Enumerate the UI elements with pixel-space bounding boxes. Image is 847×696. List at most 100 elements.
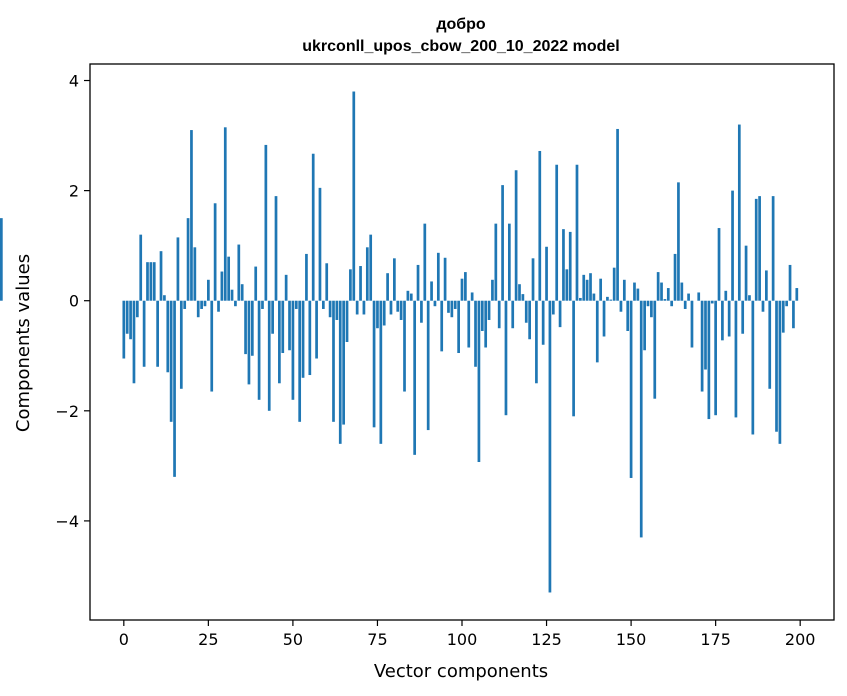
bar-component-31 xyxy=(227,256,231,301)
bar-component-147 xyxy=(619,300,623,312)
bar-component-140 xyxy=(595,300,599,363)
bar-component-38 xyxy=(250,300,254,356)
bar-component-120 xyxy=(528,300,531,340)
bar-component-94 xyxy=(440,300,444,352)
bar-component-151 xyxy=(633,282,636,301)
bar-component-30 xyxy=(223,127,227,301)
bar-component-106 xyxy=(480,300,484,331)
bar-component-81 xyxy=(396,300,400,312)
bar-component-89 xyxy=(423,223,427,301)
bar-component-91 xyxy=(430,281,433,301)
bar-component-152 xyxy=(636,288,640,301)
x-axis-label: Vector components xyxy=(374,661,548,682)
x-tick-label: 0 xyxy=(119,630,129,649)
bar-component-73 xyxy=(369,234,373,301)
bar-component-23 xyxy=(200,300,203,309)
bar-component-52 xyxy=(298,300,302,422)
bar-component-49 xyxy=(288,300,291,351)
bar-component-193 xyxy=(775,300,778,432)
bar-component-57 xyxy=(315,300,318,359)
bar-component-69 xyxy=(355,300,359,315)
bar-component-171 xyxy=(700,300,704,392)
bar-component-156 xyxy=(650,300,653,318)
bar-component-20 xyxy=(190,130,193,301)
bar-component-165 xyxy=(680,282,684,301)
bar-component-114 xyxy=(507,223,511,301)
bar-component-25 xyxy=(207,279,210,301)
bar-component-16 xyxy=(176,237,180,301)
bar-component-100 xyxy=(460,278,464,301)
bar-component-77 xyxy=(382,300,386,326)
bar-component-194 xyxy=(778,300,782,444)
bar-component-198 xyxy=(792,300,795,329)
bar-component-157 xyxy=(653,300,657,399)
bar-component-36 xyxy=(244,300,247,355)
bar-component-190 xyxy=(765,270,768,301)
bar-component-146 xyxy=(616,128,619,301)
bar-component-172 xyxy=(704,300,707,370)
bar-component-17 xyxy=(179,300,183,389)
bar-component-164 xyxy=(677,182,680,301)
bar-component-159 xyxy=(660,282,663,301)
bar-component-104 xyxy=(474,300,477,367)
bar-component-65 xyxy=(342,300,345,425)
x-tick-label: 100 xyxy=(447,630,478,649)
bar-component-97 xyxy=(450,300,454,318)
bar-component-158 xyxy=(656,272,660,301)
bar-component-127 xyxy=(551,300,555,315)
bar-component-107 xyxy=(484,300,488,348)
plot-frame xyxy=(89,63,835,621)
bar-component-1 xyxy=(125,300,129,334)
chart-title: добро xyxy=(436,16,486,33)
bar-component-119 xyxy=(524,300,528,323)
bar-component-60 xyxy=(325,263,329,301)
bar-component-64 xyxy=(338,300,342,444)
bar-component-122 xyxy=(535,300,538,384)
bar-component-18 xyxy=(183,300,187,309)
x-tick-label: 75 xyxy=(367,630,387,649)
bar-component-12 xyxy=(163,295,166,301)
bar-component-75 xyxy=(376,300,379,329)
bar-component-33 xyxy=(234,300,237,307)
y-tick-label: 2 xyxy=(69,182,79,201)
bar-component-129 xyxy=(558,300,562,328)
bar-component-161 xyxy=(666,288,670,301)
bar-component-63 xyxy=(335,300,339,320)
x-tick-label: 150 xyxy=(616,630,647,649)
bar-component-102 xyxy=(467,300,471,348)
bar-component-154 xyxy=(643,300,646,351)
x-tick-label: 200 xyxy=(785,630,816,649)
y-axis-label: Components values xyxy=(13,254,34,432)
bar-component-3 xyxy=(132,300,136,384)
bar-component-80 xyxy=(393,258,396,301)
bar-component-51 xyxy=(294,300,298,309)
bar-component-110 xyxy=(494,223,498,301)
bar-component-71 xyxy=(362,300,366,315)
bar-component-185 xyxy=(748,295,751,301)
bar-component-168 xyxy=(690,300,694,348)
bar-component-39 xyxy=(254,266,258,301)
bar-component-4 xyxy=(135,300,139,318)
bar-component-98 xyxy=(453,300,457,309)
bar-component-128 xyxy=(555,164,559,301)
bar-component-113 xyxy=(504,300,508,416)
bar-component-2 xyxy=(129,300,132,340)
bar-component-144 xyxy=(609,299,613,301)
bar-component-50 xyxy=(291,300,295,400)
bar-component-55 xyxy=(308,300,312,376)
bar-component-11 xyxy=(159,251,163,301)
bar-component-7 xyxy=(146,262,149,301)
bar-component-83 xyxy=(403,300,406,392)
bar-component-166 xyxy=(683,300,687,309)
y-tick-label: 4 xyxy=(69,72,79,91)
bar-component-141 xyxy=(599,278,603,301)
bar-component-27 xyxy=(213,203,217,301)
bar-component-9 xyxy=(152,262,156,301)
bar-component-85 xyxy=(409,293,413,301)
bar-component-58 xyxy=(318,187,322,301)
bar-component-105 xyxy=(477,300,481,463)
y-tick-label: −2 xyxy=(55,402,79,421)
bar-component-22 xyxy=(196,300,200,318)
bar-component-66 xyxy=(345,300,349,342)
bar-component-35 xyxy=(240,284,244,301)
